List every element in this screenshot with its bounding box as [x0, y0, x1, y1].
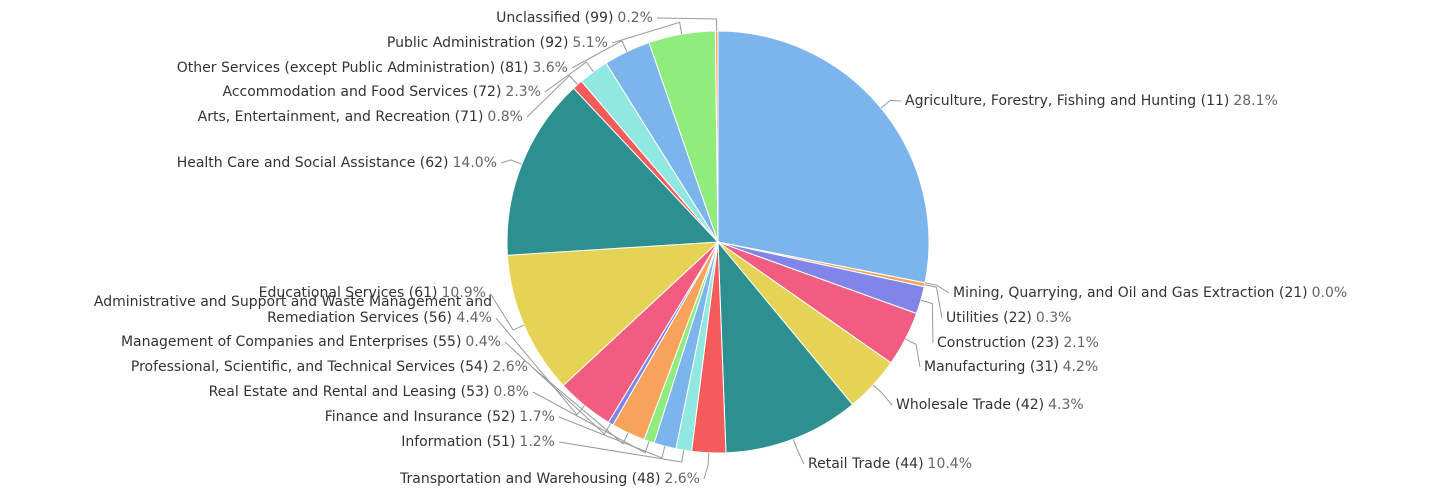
leader-line	[558, 416, 666, 459]
value-label: 0.4%	[465, 334, 501, 350]
leader-line	[924, 284, 943, 319]
data-label: Educational Services (61) 10.9%	[259, 285, 486, 301]
category-label: Management of Companies and Enterprises …	[121, 334, 461, 350]
value-label: 5.1%	[572, 35, 608, 51]
data-label: Health Care and Social Assistance (62) 14…	[177, 155, 497, 171]
category-label: Manufacturing (31)	[924, 359, 1059, 375]
value-label: 4.4%	[456, 310, 492, 326]
category-label: Finance and Insurance (52)	[325, 409, 516, 425]
data-label: Accommodation and Food Services (72) 2.3%	[223, 84, 541, 100]
leader-line	[872, 384, 893, 406]
value-label: 2.6%	[664, 471, 700, 487]
value-label: 0.8%	[493, 384, 529, 400]
data-label: Retail Trade (44) 10.4%	[808, 456, 972, 472]
slice	[714, 30, 719, 243]
data-label: Other Services (except Public Administra…	[177, 60, 568, 76]
leader-line	[920, 299, 934, 344]
value-label: 28.1%	[1233, 93, 1277, 109]
leader-line	[703, 452, 710, 480]
slices	[506, 30, 930, 454]
value-label: 1.2%	[519, 434, 555, 450]
leader-line	[531, 366, 629, 445]
category-label: Public Administration (92)	[387, 35, 569, 51]
slice	[717, 240, 854, 454]
data-label: Mining, Quarrying, and Oil and Gas Extra…	[953, 285, 1347, 301]
leader-line	[532, 391, 650, 454]
value-label: 10.9%	[442, 285, 486, 301]
category-label: Other Services (except Public Administra…	[177, 60, 529, 76]
value-label: 0.8%	[487, 109, 523, 125]
leader-line	[880, 99, 902, 109]
data-label: Professional, Scientific, and Technical …	[131, 359, 528, 375]
data-label: Utilities (22) 0.3%	[946, 310, 1071, 326]
data-label: Wholesale Trade (42) 4.3%	[896, 397, 1084, 413]
category-label: Accommodation and Food Services (72)	[223, 84, 502, 100]
value-label: 3.6%	[532, 60, 568, 76]
leader-line	[526, 74, 578, 118]
data-label: Management of Companies and Enterprises …	[121, 334, 501, 350]
category-label: Retail Trade (44)	[808, 456, 924, 472]
data-label: Arts, Entertainment, and Recreation (71)…	[198, 109, 523, 125]
data-label: Finance and Insurance (52) 1.7%	[325, 409, 555, 425]
leader-line	[792, 438, 805, 465]
data-label: Unclassified (99) 0.2%	[496, 10, 653, 26]
value-label: 0.0%	[1312, 285, 1348, 301]
value-label: 10.4%	[928, 456, 972, 472]
label-line: Administrative and Support and Waste Man…	[94, 294, 492, 310]
category-label: Professional, Scientific, and Technical …	[131, 359, 489, 375]
value-label: 2.6%	[492, 359, 528, 375]
data-label: Transportation and Warehousing (48) 2.6%	[399, 471, 700, 487]
label-line: Remediation Services (56)	[267, 310, 456, 326]
leaders	[489, 17, 950, 480]
category-label: Information (51)	[401, 434, 515, 450]
leader-line	[504, 341, 612, 435]
category-label: Unclassified (99)	[496, 10, 613, 26]
value-label: 0.2%	[617, 10, 653, 26]
category-label: Health Care and Social Assistance (62)	[177, 155, 449, 171]
data-label: Agriculture, Forestry, Fishing and Hunti…	[905, 93, 1278, 109]
category-label: Agriculture, Forestry, Fishing and Hunti…	[905, 93, 1229, 109]
leader-line	[500, 159, 523, 165]
data-label: Manufacturing (31) 4.2%	[924, 359, 1098, 375]
leader-line	[558, 441, 685, 463]
category-label: Educational Services (61)	[259, 285, 438, 301]
leader-line	[611, 21, 683, 44]
slice	[717, 30, 930, 284]
leader-line	[544, 61, 594, 93]
category-label: Utilities (22)	[946, 310, 1032, 326]
data-label: Real Estate and Rental and Leasing (53) 0…	[209, 384, 529, 400]
leader-line	[905, 338, 921, 368]
value-label: 2.3%	[505, 84, 541, 100]
labels: Agriculture, Forestry, Fishing and Hunti…	[94, 10, 1347, 487]
leader-line	[656, 17, 718, 32]
value-label: 4.3%	[1048, 397, 1084, 413]
data-label: Construction (23) 2.1%	[937, 335, 1099, 351]
data-label: Public Administration (92) 5.1%	[387, 35, 608, 51]
category-label: Transportation and Warehousing (48)	[399, 471, 660, 487]
leader-line	[489, 292, 525, 331]
category-label: Mining, Quarrying, and Oil and Gas Extra…	[953, 285, 1308, 301]
category-label: Arts, Entertainment, and Recreation (71)	[198, 109, 484, 125]
leader-line	[924, 282, 950, 294]
leader-line	[571, 40, 628, 69]
value-label: 0.3%	[1036, 310, 1072, 326]
value-label: 14.0%	[453, 155, 497, 171]
category-label: Construction (23)	[937, 335, 1059, 351]
data-label: Information (51) 1.2%	[401, 434, 555, 450]
category-label: Real Estate and Rental and Leasing (53)	[209, 384, 490, 400]
value-label: 2.1%	[1063, 335, 1099, 351]
value-label: 1.7%	[519, 409, 555, 425]
leader-line	[495, 317, 585, 416]
value-label: 4.2%	[1063, 359, 1099, 375]
data-label: Administrative and Support and Waste Man…	[94, 294, 492, 326]
category-label: Wholesale Trade (42)	[896, 397, 1044, 413]
